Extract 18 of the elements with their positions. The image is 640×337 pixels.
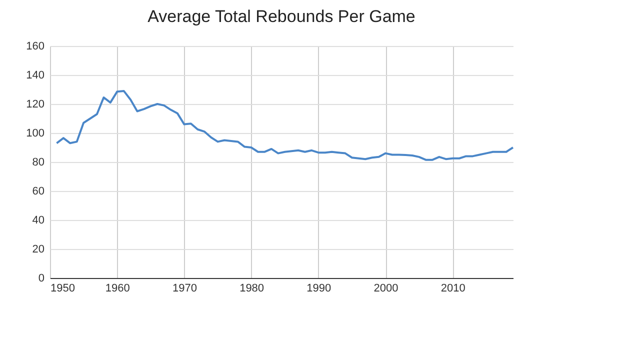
x-tick-label: 1990 <box>306 282 332 294</box>
x-tick-label: 1950 <box>50 282 75 294</box>
y-tick-label: 100 <box>26 128 44 140</box>
y-tick-label: 0 <box>38 272 44 284</box>
y-tick-label: 20 <box>32 244 44 256</box>
x-tick-label: 1970 <box>172 282 197 294</box>
y-tick-label: 140 <box>26 70 44 82</box>
x-tick-label: 1980 <box>240 282 264 294</box>
x-tick-label: 2000 <box>374 282 398 294</box>
y-tick-label: 80 <box>32 156 44 168</box>
x-tick-label: 1960 <box>105 282 130 294</box>
line-series <box>56 90 514 161</box>
y-tick-label: 120 <box>26 98 44 110</box>
chart-title: Average Total Rebounds Per Game <box>148 7 416 26</box>
y-tick-label: 60 <box>32 186 44 198</box>
x-tick-label: 2010 <box>440 282 466 294</box>
y-tick-label: 40 <box>32 214 44 226</box>
y-tick-label: 160 <box>26 40 44 52</box>
